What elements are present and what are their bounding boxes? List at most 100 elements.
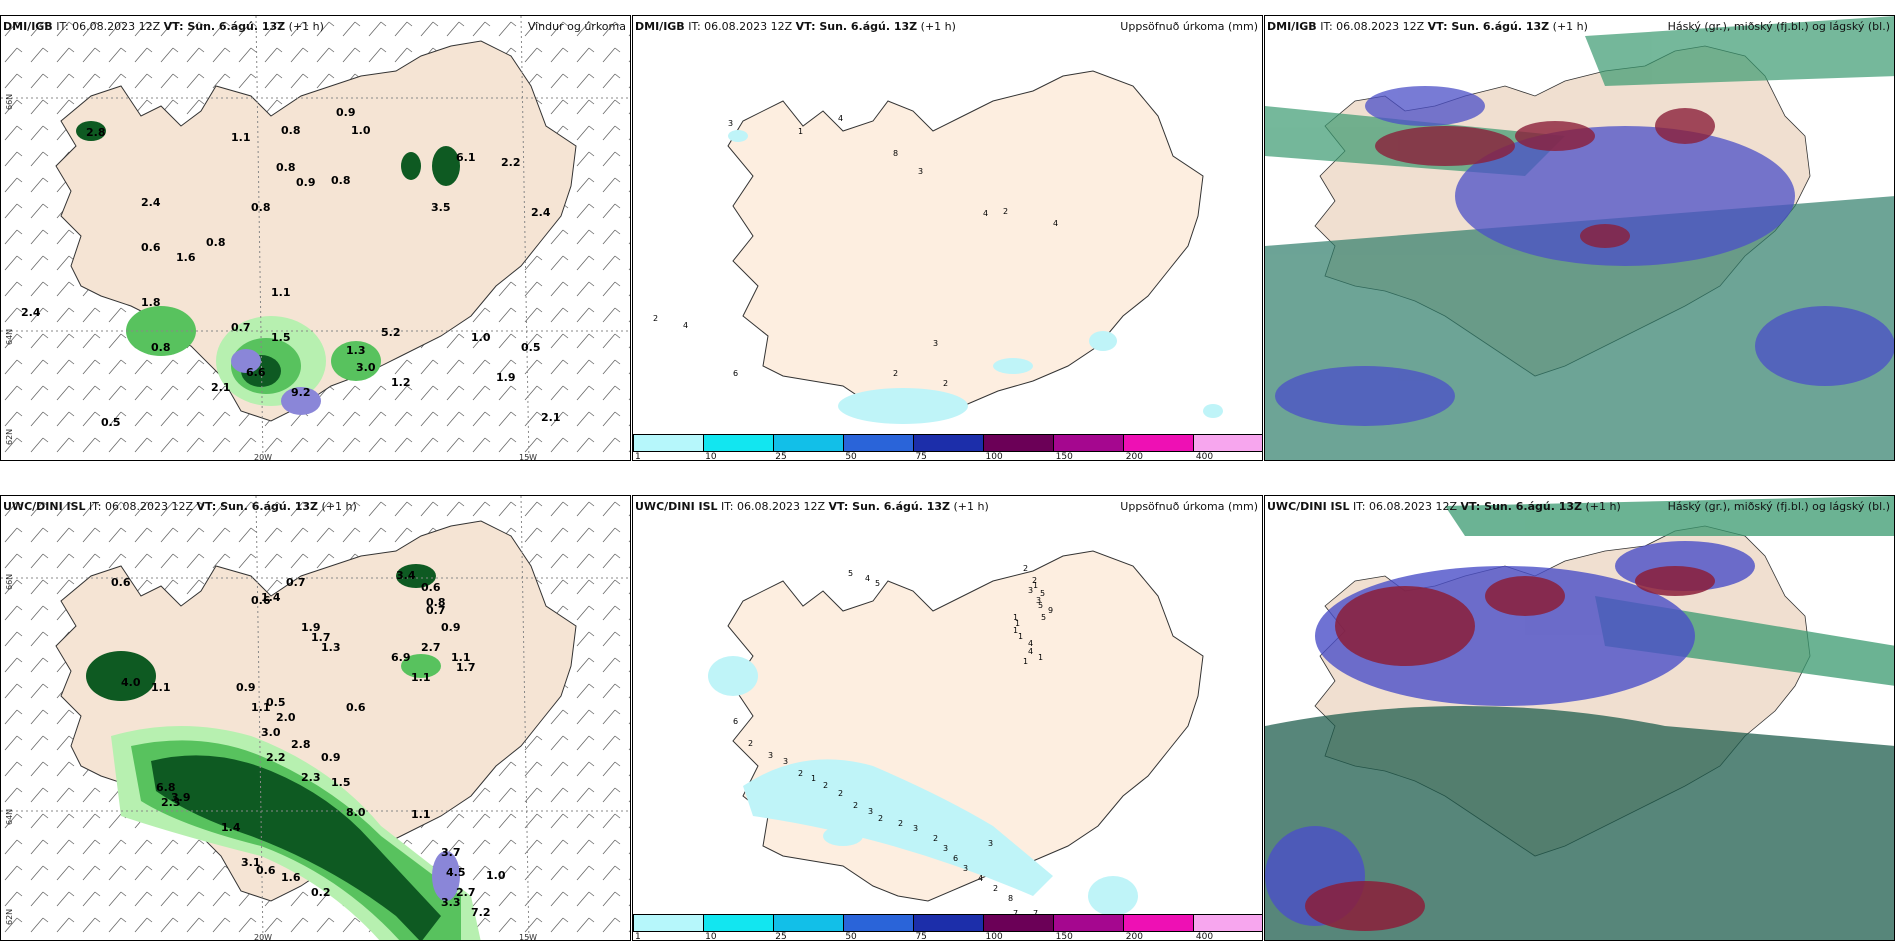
init-time: IT: 06.08.2023 12Z <box>56 20 161 33</box>
valid-time: VT: Sun. 6.ágú. 13Z <box>1427 20 1550 33</box>
iceland-landmass <box>727 70 1204 422</box>
value-label: 3 <box>933 339 938 348</box>
colorbar-tick: 150 <box>1055 452 1073 461</box>
value-label: 3 <box>783 757 788 766</box>
precip-cells <box>86 564 481 940</box>
colorbar-swatch <box>774 915 844 931</box>
value-label: 2 <box>993 884 998 893</box>
value-label: 2 <box>1003 207 1008 216</box>
init-time: IT: 06.08.2023 12Z <box>1353 500 1458 513</box>
colorbar-swatch <box>1124 915 1194 931</box>
panel-header: UWC/DINI ISL IT: 06.08.2023 12Z VT: Sun.… <box>635 500 989 513</box>
value-label: 2.4 <box>21 306 41 319</box>
valid-time: VT: Sun. 6.ágú. 13Z <box>196 500 319 513</box>
value-label: 2 <box>933 834 938 843</box>
value-label: 0.7 <box>286 576 306 589</box>
panel-uwc-wind-precip: 66N 64N 62N 20W 15W 0.6 0.7 1.4 0.6 3.4 0.6 0.… <box>0 495 631 941</box>
value-label: 3 <box>988 839 993 848</box>
value-label: 2.1 <box>211 381 231 394</box>
value-label: 1.1 <box>271 286 291 299</box>
value-label: 3.9 <box>171 791 191 804</box>
value-label: 6 <box>733 717 738 726</box>
colorbar-tick: 100 <box>985 932 1003 941</box>
value-label: 1.1 <box>451 651 471 664</box>
value-label: 0.7 <box>426 604 446 617</box>
colorbar-tick: 1 <box>635 452 641 461</box>
mid-cloud-layer <box>1275 86 1894 426</box>
value-label: 2 <box>748 739 753 748</box>
value-label: 2 <box>893 369 898 378</box>
value-label: 2.8 <box>86 126 106 139</box>
model-source: DMI/IGB <box>635 20 685 33</box>
value-label: 0.2 <box>311 886 331 899</box>
value-label: 0.6 <box>141 241 161 254</box>
lead-time: (+1 h) <box>1552 20 1588 33</box>
value-label: 1 <box>1018 632 1023 641</box>
value-label: 2 <box>943 379 948 388</box>
lead-time: (+1 h) <box>953 500 989 513</box>
panel-uwc-clouds: UWC/DINI ISL IT: 06.08.2023 12Z VT: Sun.… <box>1264 495 1895 941</box>
colorbar-tick: 50 <box>845 452 857 461</box>
panel-dmi-clouds: DMI/IGB IT: 06.08.2023 12Z VT: Sun. 6.ág… <box>1264 15 1895 461</box>
value-label: 7 <box>1013 909 1018 918</box>
colorbar-tick: 1 <box>635 932 641 941</box>
value-label: 1 <box>1038 653 1043 662</box>
value-label: 3.3 <box>441 896 461 909</box>
value-label: 2 <box>853 801 858 810</box>
colorbar-swatch <box>844 435 914 451</box>
value-label: 2.4 <box>531 206 551 219</box>
colorbar-tick: 25 <box>775 452 787 461</box>
cloud-cover-map <box>1265 16 1894 460</box>
model-source: UWC/DINI ISL <box>3 500 86 513</box>
value-label: 2 <box>898 819 903 828</box>
panel-dmi-accum-precip: 3 1 4 8 3 4 2 4 2 4 3 6 2 2 DMI/IGB IT: 06.08.2023 12… <box>632 15 1263 461</box>
colorbar-swatch <box>1054 915 1124 931</box>
lon-label-20w: 20W <box>254 933 272 941</box>
lead-time: (+1 h) <box>321 500 357 513</box>
model-source: UWC/DINI ISL <box>635 500 718 513</box>
wind-precip-map: 66N 64N 62N 20W 15W 0.6 0.71.40.63.40.60.… <box>1 496 630 941</box>
value-label: 6 <box>953 854 958 863</box>
precip-colorbar <box>633 434 1262 452</box>
value-label: 0.8 <box>281 124 301 137</box>
value-label: 2.2 <box>501 156 521 169</box>
value-label: 1.4 <box>221 821 241 834</box>
value-label: 0.6 <box>346 701 366 714</box>
lead-time: (+1 h) <box>1585 500 1621 513</box>
value-label: 0.8 <box>251 201 271 214</box>
value-label: 1.0 <box>486 869 506 882</box>
value-label: 4 <box>838 114 843 123</box>
value-label: 3 <box>768 751 773 760</box>
value-label: 0.6 <box>256 864 276 877</box>
value-label: 1 <box>811 774 816 783</box>
value-label: 0.9 <box>296 176 316 189</box>
value-label: 5 <box>848 569 853 578</box>
colorbar-tick: 200 <box>1125 452 1143 461</box>
value-label: 2 <box>653 314 658 323</box>
value-label: 1.6 <box>176 251 196 264</box>
colorbar-swatch <box>634 915 704 931</box>
value-label: 3 <box>868 807 873 816</box>
value-label: 7.2 <box>471 906 491 919</box>
precip-values: 2.8 1.10.80.91.06.1 2.20.80.9 0.82.4 0.80.61… <box>21 106 561 429</box>
value-label: 1.0 <box>351 124 371 137</box>
init-time: IT: 06.08.2023 12Z <box>89 500 194 513</box>
value-label: 5.2 <box>381 326 401 339</box>
value-label: 1.2 <box>391 376 411 389</box>
value-label: 5 <box>875 579 880 588</box>
value-label: 0.8 <box>331 174 351 187</box>
lat-label-66n: 66N <box>5 574 14 590</box>
value-label: 7 <box>1033 909 1038 918</box>
value-label: 1.8 <box>141 296 161 309</box>
accum-precip-map: 3 1 4 8 3 4 2 4 2 4 3 6 2 2 <box>653 70 1223 424</box>
value-label: 2.0 <box>276 711 296 724</box>
colorbar-swatch <box>634 435 704 451</box>
value-label: 5 <box>1040 589 1045 598</box>
value-label: 1.1 <box>411 671 431 684</box>
valid-time: VT: Sun. 6.ágú. 13Z <box>828 500 951 513</box>
colorbar-tick: 400 <box>1195 452 1214 461</box>
value-label: 2.8 <box>291 738 311 751</box>
model-source: UWC/DINI ISL <box>1267 500 1350 513</box>
lat-label-62n: 62N <box>5 909 14 925</box>
